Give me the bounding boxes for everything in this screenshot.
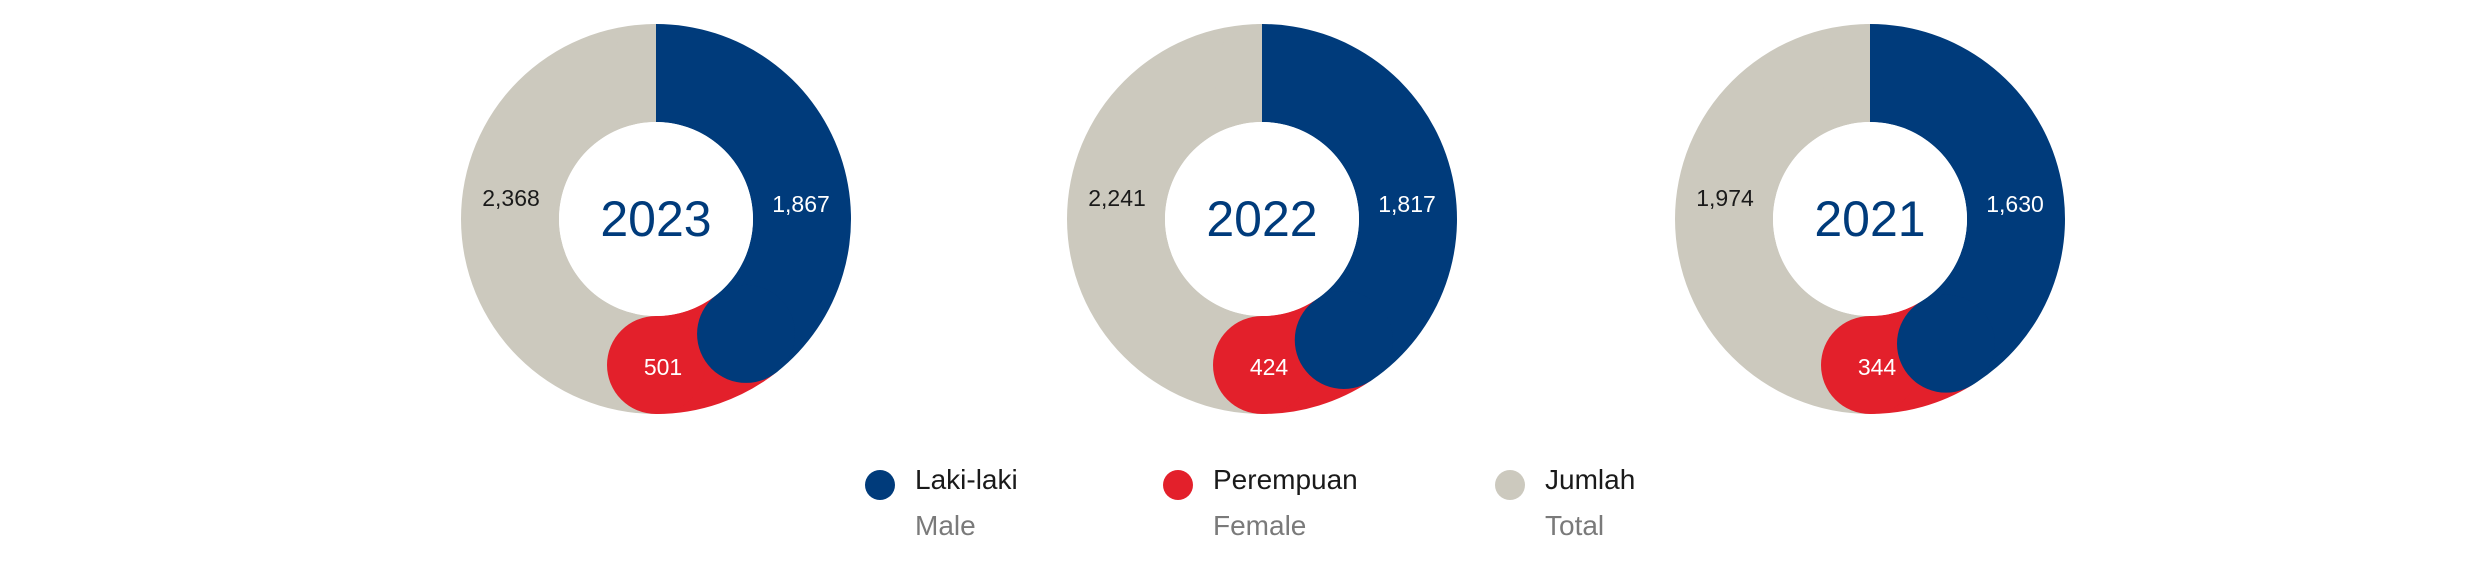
legend-dot-female xyxy=(1163,470,1193,500)
legend-dot-male xyxy=(865,470,895,500)
legend: Laki-laki Male Perempuan Female Jumlah T… xyxy=(0,460,2480,560)
donut-slice-total xyxy=(461,24,656,414)
legend-label-female: Perempuan xyxy=(1213,464,1358,495)
legend-label-male: Laki-laki xyxy=(915,464,1018,495)
donut-value-label-male: 1,817 xyxy=(1378,191,1436,217)
donut-chart-2021: 2021 1,630 344 1,974 xyxy=(1675,24,2065,414)
donut-value-label-female: 344 xyxy=(1858,354,1897,380)
donut-hole xyxy=(1165,122,1359,316)
donut-slice-male xyxy=(1262,24,1458,389)
donut-chart-2023: 2023 1,867 501 2,368 xyxy=(461,24,851,414)
legend-sublabel-male: Male xyxy=(915,510,976,541)
donut-value-label-total: 2,368 xyxy=(482,185,540,211)
donut-center-label: 2022 xyxy=(1206,191,1317,247)
donut-charts: 2023 1,867 501 2,368 2022 1,817 424 2,241 2021 1,… xyxy=(461,24,2065,414)
donut-value-label-male: 1,630 xyxy=(1986,191,2044,217)
legend-dot-total xyxy=(1495,470,1525,500)
legend-sublabel-female: Female xyxy=(1213,510,1307,541)
legend-label-total: Jumlah xyxy=(1545,464,1636,495)
donut-chart-2022: 2022 1,817 424 2,241 xyxy=(1067,24,1458,414)
donut-value-label-total: 1,974 xyxy=(1696,185,1754,211)
donut-hole xyxy=(559,122,753,316)
legend-sublabel-total: Total xyxy=(1545,510,1605,541)
donut-center-label: 2023 xyxy=(600,191,711,247)
donut-slice-male xyxy=(1870,24,2065,393)
donut-slice-male xyxy=(656,24,851,383)
donut-value-label-female: 424 xyxy=(1250,354,1289,380)
donut-slice-total xyxy=(1067,24,1262,414)
donut-value-label-male: 1,867 xyxy=(772,191,830,217)
donut-center-label: 2021 xyxy=(1814,191,1925,247)
donut-value-label-total: 2,241 xyxy=(1088,185,1146,211)
donut-value-label-female: 501 xyxy=(644,354,682,380)
donut-hole xyxy=(1773,122,1967,316)
donut-slice-total xyxy=(1675,24,1870,414)
